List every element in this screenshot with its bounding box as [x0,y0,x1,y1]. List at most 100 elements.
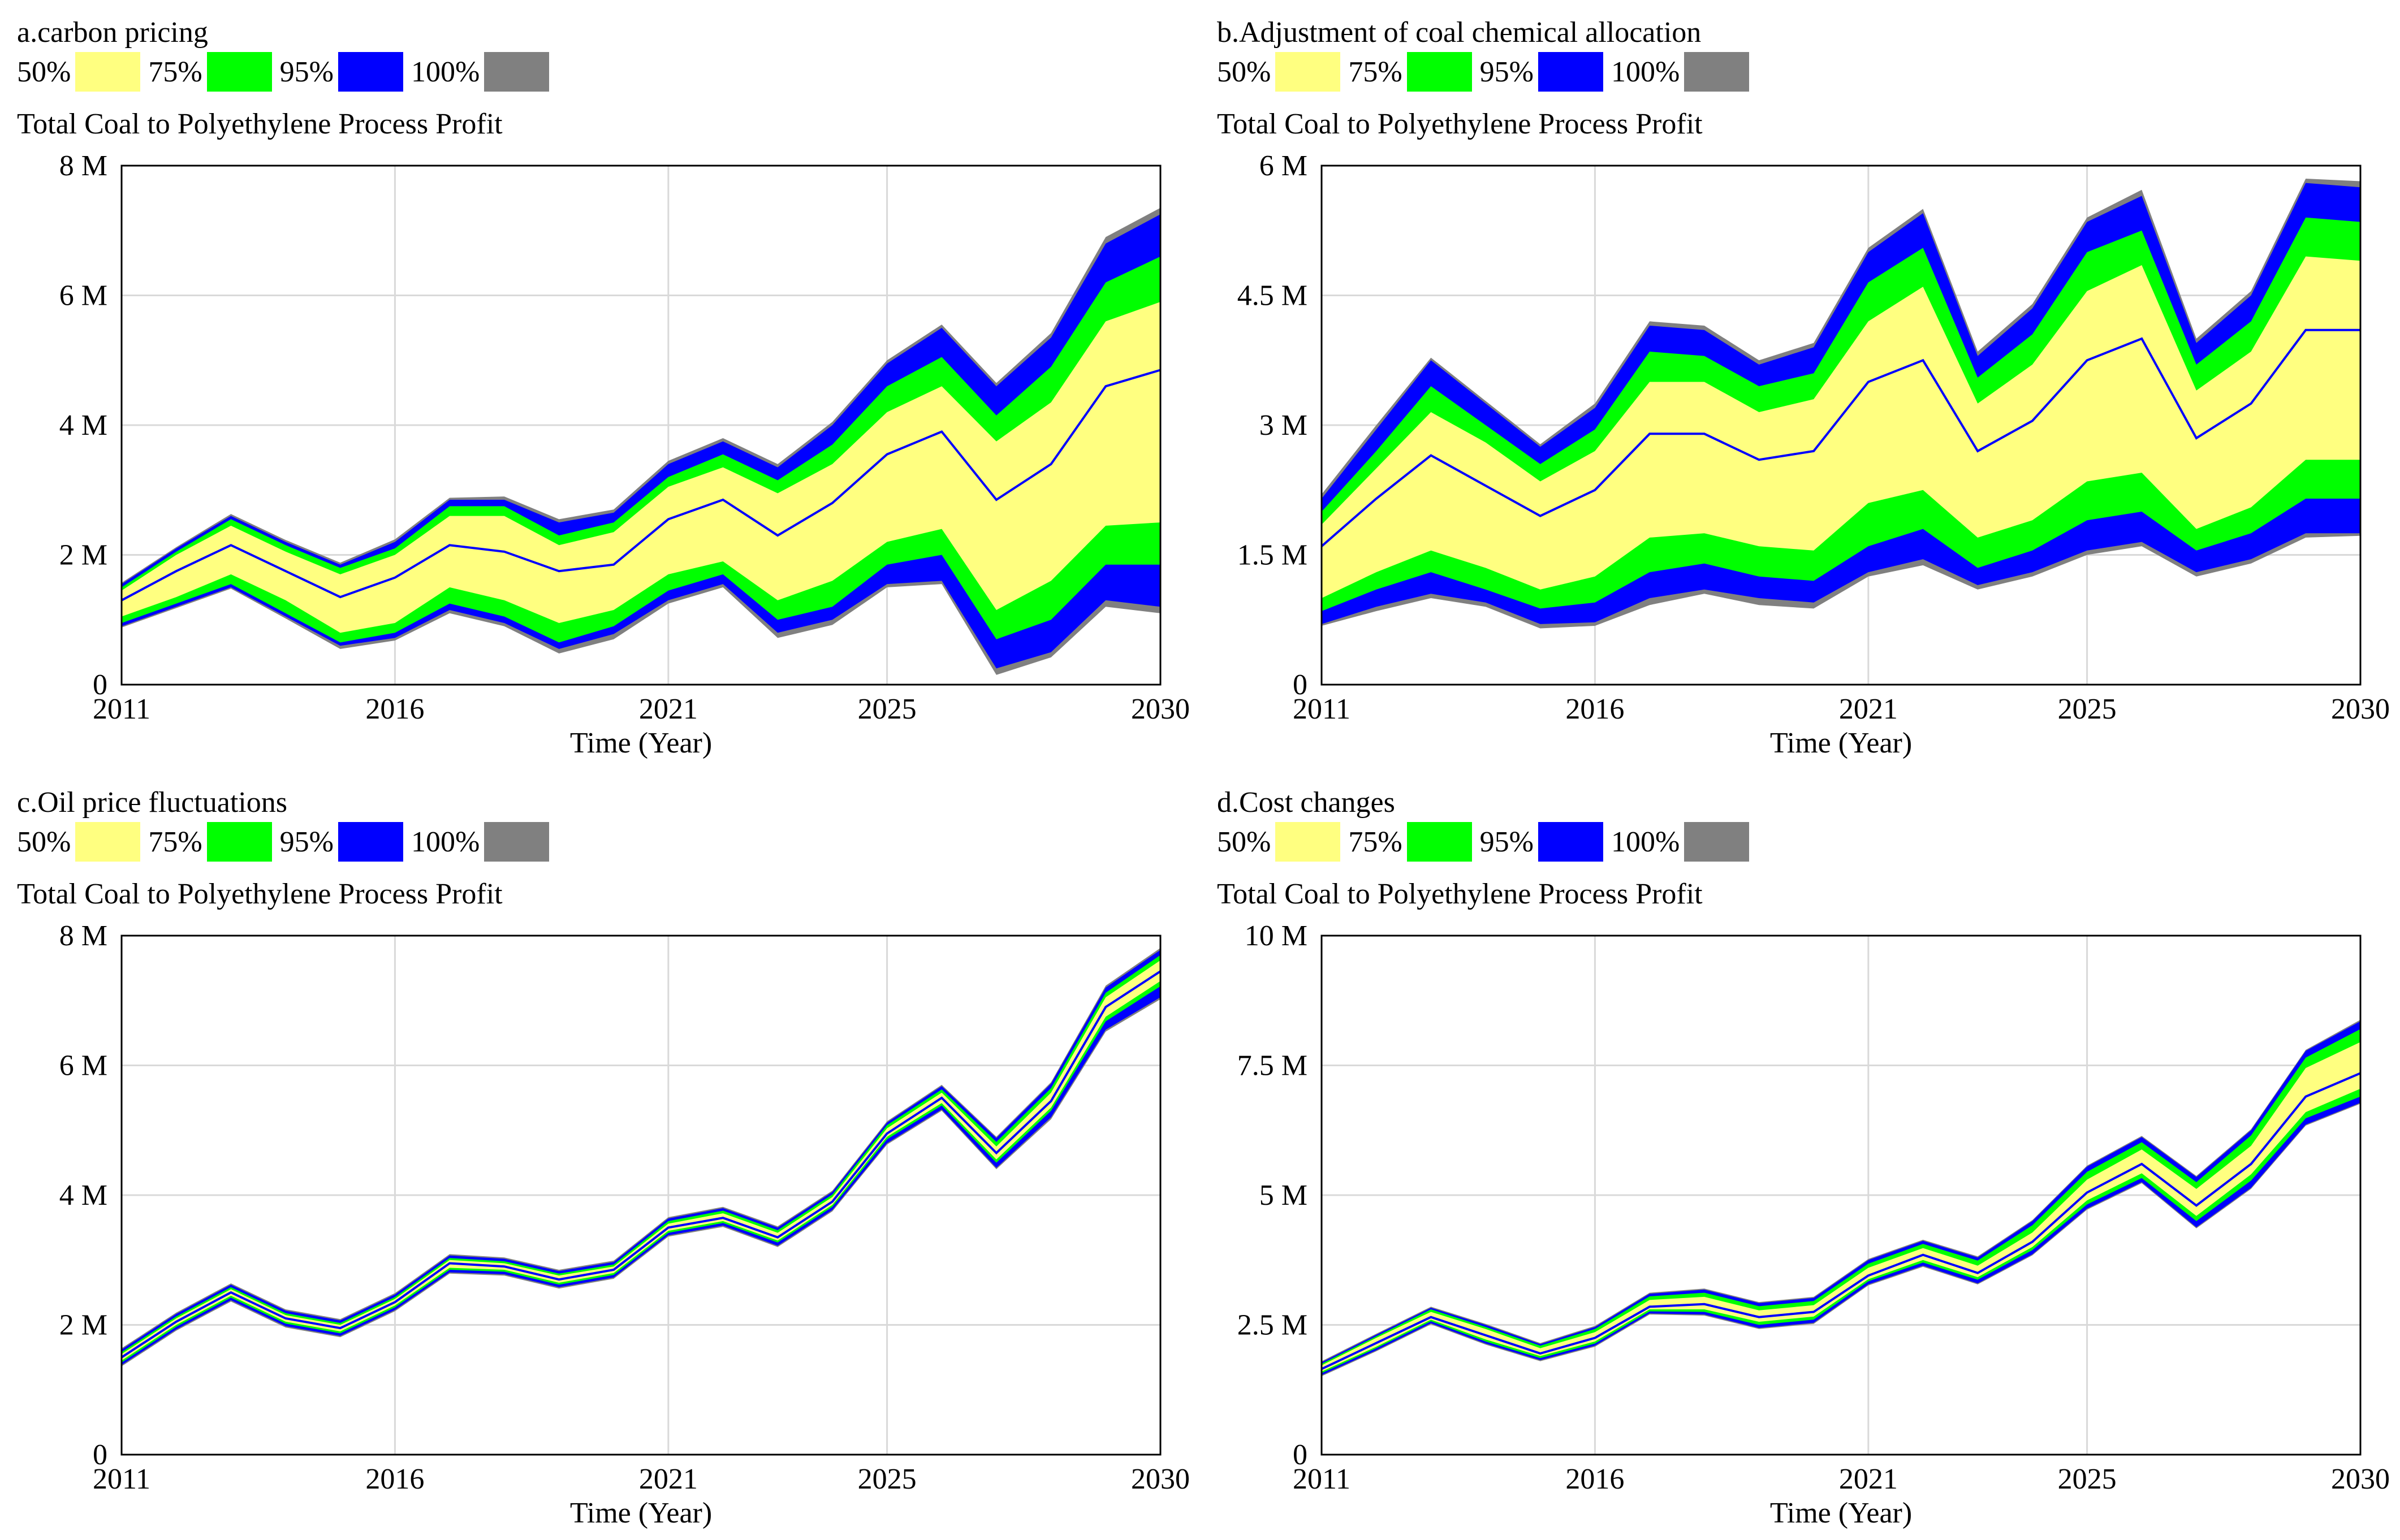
legend-label: 95% [279,825,334,858]
x-tick-label: 2030 [1131,1463,1190,1495]
x-tick-label: 2030 [2331,693,2390,725]
x-tick-label: 2011 [1293,1463,1350,1495]
legend-label: 75% [148,825,202,858]
legend-label: 100% [411,825,480,858]
legend-label: 75% [148,55,202,88]
legend-swatch [1406,52,1472,92]
legend: 50% 75% 95% 100% [17,52,557,92]
chart-panel-2: c.Oil price fluctuations 50% 75% 95% 100% Tot… [0,770,1200,1540]
x-tick-label: 2016 [365,693,424,725]
plot-frame [120,165,1162,686]
legend-label: 95% [1479,825,1534,858]
chart-title: a.carbon pricing [17,16,208,49]
legend: 50% 75% 95% 100% [1217,822,1757,862]
median-line [120,970,1162,1359]
legend-item: 50% [17,52,148,92]
x-tick-label: 2021 [639,1463,698,1495]
x-tick-label: 2030 [2331,1463,2390,1495]
y-tick-label: 6 M [59,280,107,312]
legend-label: 50% [1217,55,1271,88]
x-axis-title: Time (Year) [570,727,712,759]
legend-swatch [1538,52,1603,92]
y-tick-label: 5 M [1259,1179,1307,1212]
variable-name: Total Coal to Polyethylene Process Profi… [17,108,503,140]
chart-svg: 0 2 M 4 M 6 M 8 M 2011 2016 2021 2025 2030 Time (Y… [59,920,1190,1529]
legend-item: 100% [1611,52,1757,92]
y-tick-label: 6 M [59,1050,107,1082]
legend-item: 95% [280,52,411,92]
chart-title: c.Oil price fluctuations [17,786,287,819]
legend-swatch [1406,822,1472,862]
legend-swatch [484,52,550,92]
band-p50 [122,302,1160,633]
legend-item: 50% [1217,52,1348,92]
chart-panel-0: a.carbon pricing 50% 75% 95% 100% Total Coal … [0,0,1200,770]
y-tick-label: 0 [1293,1439,1307,1471]
legend-label: 95% [279,55,334,88]
y-tick-label: 10 M [1245,920,1307,952]
y-tick-label: 2.5 M [1237,1309,1307,1342]
x-tick-label: 2025 [2058,1463,2117,1495]
x-tick-label: 2011 [93,1463,150,1495]
variable-name: Total Coal to Polyethylene Process Profi… [1217,878,1703,910]
y-tick-label: 0 [93,669,107,701]
legend-item: 95% [1480,822,1611,862]
variable-name: Total Coal to Polyethylene Process Profi… [1217,108,1703,140]
legend-item: 100% [411,822,557,862]
y-tick-label: 4 M [59,1179,107,1212]
legend: 50% 75% 95% 100% [17,822,557,862]
y-tick-label: 8 M [59,150,107,182]
x-axis-title: Time (Year) [1770,1497,1912,1529]
x-tick-label: 2021 [1839,1463,1898,1495]
x-tick-label: 2021 [1839,693,1898,725]
chart-svg: 0 1.5 M 3 M 4.5 M 6 M 2011 2016 2021 2025 2030 Tim… [1237,150,2390,759]
legend-item: 50% [1217,822,1348,862]
chart-panel-3: d.Cost changes 50% 75% 95% 100% Total Coal to… [1200,770,2400,1540]
legend-item: 50% [17,822,148,862]
x-tick-label: 2016 [365,1463,424,1495]
median-line [121,369,1161,602]
legend-swatch [206,822,272,862]
y-tick-label: 0 [1293,669,1307,701]
plot-frame [120,935,1162,1456]
chart-title: d.Cost changes [1217,786,1395,819]
y-tick-label: 4 M [59,409,107,442]
plot-frame [1320,165,2362,686]
legend-item: 95% [1480,52,1611,92]
legend-swatch [1684,822,1750,862]
chart-title: b.Adjustment of coal chemical allocation [1217,16,1702,49]
legend-swatch [75,822,141,862]
band-p75 [122,256,1160,643]
legend-swatch [338,52,403,92]
legend-swatch [1684,52,1750,92]
chart-panel-1: b.Adjustment of coal chemical allocation… [1200,0,2400,770]
legend-label: 50% [17,825,71,858]
legend: 50% 75% 95% 100% [1217,52,1757,92]
legend-label: 50% [1217,825,1271,858]
legend-swatch [1275,52,1341,92]
x-tick-label: 2025 [858,693,917,725]
legend-item: 75% [1348,52,1479,92]
legend-swatch [1275,822,1341,862]
band-p50 [1322,256,2360,599]
legend-swatch [75,52,141,92]
chart-svg: 0 2 M 4 M 6 M 8 M 2011 2016 2021 2025 2030 Time (Y… [59,150,1190,759]
legend-label: 50% [17,55,71,88]
y-tick-label: 8 M [59,920,107,952]
legend-label: 95% [1479,55,1534,88]
y-tick-label: 4.5 M [1237,280,1307,312]
legend-label: 100% [1611,825,1680,858]
legend-item: 75% [1348,822,1479,862]
legend-swatch [1538,822,1603,862]
band-p95 [122,950,1160,1365]
plot-frame [1320,935,2362,1456]
legend-label: 75% [1348,825,1402,858]
median-line [1320,328,2360,547]
legend-swatch [338,822,403,862]
x-tick-label: 2016 [1565,1463,1624,1495]
x-tick-label: 2016 [1565,693,1624,725]
legend-item: 75% [148,822,279,862]
x-axis-title: Time (Year) [1770,727,1912,759]
legend-label: 100% [1611,55,1680,88]
variable-name: Total Coal to Polyethylene Process Profi… [17,878,503,910]
